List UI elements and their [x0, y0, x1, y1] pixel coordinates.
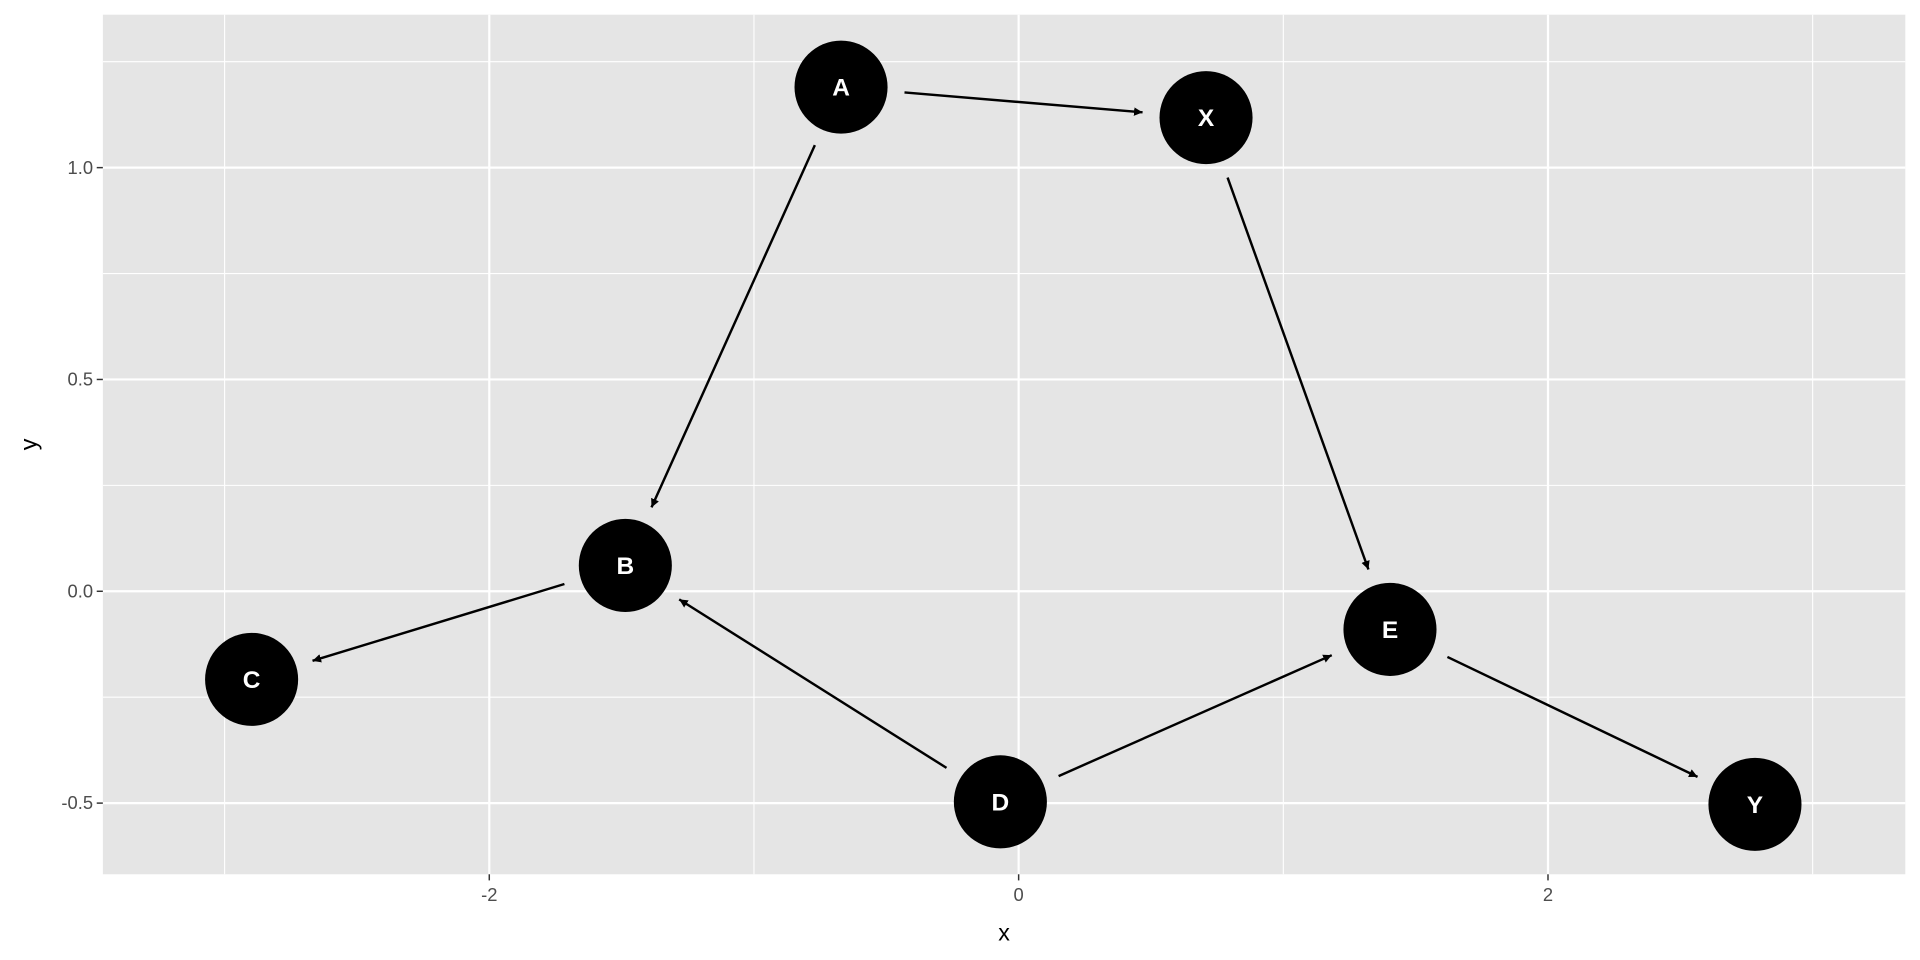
y-tick-label: 0.0 [68, 580, 94, 601]
node-label-A: A [832, 75, 850, 102]
nodes: A X B C E D Y [205, 40, 1802, 851]
node-B [578, 518, 672, 612]
node-label-B: B [616, 553, 634, 580]
edge-X-E [1226, 177, 1370, 570]
y-tick-label: -0.5 [61, 792, 93, 813]
edge-A-X [904, 91, 1143, 116]
node-label-C: C [243, 667, 261, 694]
edge-B-C [312, 582, 565, 663]
node-X [1159, 71, 1253, 165]
y-tick-label: 0.5 [68, 369, 94, 390]
node-C [205, 632, 299, 726]
x-tick-label: -2 [481, 884, 497, 905]
edges [312, 91, 1699, 778]
axes: -2 0 2 -0.5 0.0 0.5 1.0 [61, 157, 1553, 905]
node-A [794, 40, 888, 134]
edge-A-B [650, 144, 816, 508]
node-label-D: D [992, 789, 1010, 816]
plot-panel [102, 14, 1906, 875]
node-Y [1708, 757, 1802, 851]
edge-D-E [1058, 654, 1333, 778]
node-label-X: X [1198, 105, 1215, 132]
x-tick-label: 0 [1014, 884, 1024, 905]
node-E [1343, 582, 1437, 676]
y-axis-title: y [16, 438, 42, 450]
x-tick-label: 2 [1543, 884, 1553, 905]
node-D [953, 755, 1047, 849]
node-label-Y: Y [1747, 792, 1763, 819]
node-label-E: E [1382, 617, 1398, 644]
y-tick-label: 1.0 [68, 157, 94, 178]
x-axis-title: x [998, 919, 1010, 945]
edge-E-Y [1446, 655, 1699, 778]
edge-D-B [678, 598, 948, 769]
grid-lines [102, 14, 1906, 875]
